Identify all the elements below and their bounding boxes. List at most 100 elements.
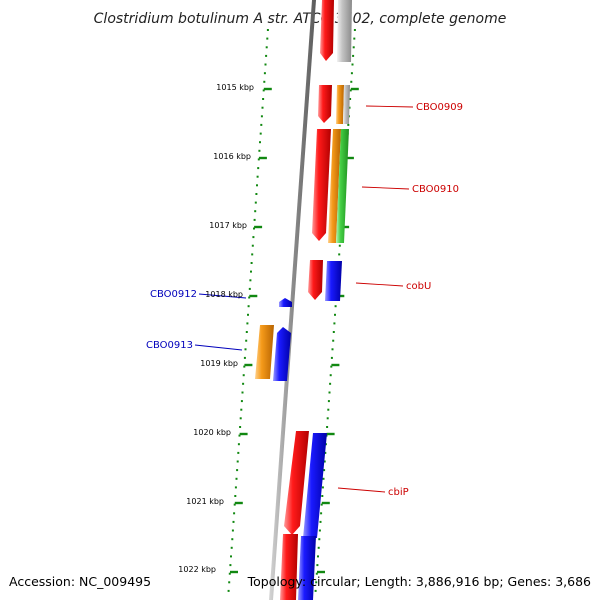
scale-tick — [329, 382, 332, 385]
scale-tick — [236, 460, 239, 463]
scale-tick — [231, 538, 234, 541]
scale-major-tick — [234, 501, 243, 505]
scale-major-tick — [321, 501, 330, 505]
scale-tick — [242, 382, 245, 385]
gene-label-cbo0909: CBO0909 — [416, 102, 463, 113]
scale-tick — [260, 115, 263, 118]
scale-label: 1022 kbp — [178, 565, 216, 574]
scale-tick — [250, 270, 252, 273]
scale-tick — [326, 417, 329, 420]
scale-tick — [230, 555, 232, 558]
cds-forward — [308, 260, 323, 300]
cds-forward — [328, 129, 341, 243]
scale-tick — [252, 236, 255, 239]
cds-reverse — [279, 298, 292, 307]
gene-labels: CBO0909 CBO0910 cobU cbiP CBO0912 CBO091… — [146, 102, 463, 498]
cds-forward — [343, 85, 350, 124]
scale-tick — [254, 201, 257, 204]
scale-tick — [334, 305, 337, 308]
scale-tick — [321, 486, 324, 489]
scale-tick — [231, 529, 234, 532]
scale-label: 1015 kbp — [216, 83, 254, 92]
tick-rails — [227, 29, 359, 592]
scale-tick — [230, 546, 233, 549]
scale-tick — [318, 529, 321, 532]
scale-tick — [351, 63, 354, 66]
scale-tick — [239, 417, 242, 420]
scale-tick — [228, 581, 231, 584]
scale-major-tick — [345, 156, 354, 160]
scale-tick — [255, 193, 258, 195]
scale-tick — [329, 374, 332, 377]
accession-text: Accession: NC_009495 — [9, 574, 151, 589]
scale-tick — [245, 339, 248, 342]
reverse-strand-features — [255, 298, 292, 381]
scale-label: 1021 kbp — [186, 497, 224, 506]
scale-tick — [261, 106, 264, 109]
scale-tick — [240, 408, 243, 411]
scale-tick — [258, 149, 261, 152]
scale-tick — [330, 365, 333, 368]
scale-tick — [237, 451, 240, 454]
scale-labels: 1015 kbp 1016 kbp 1017 kbp 1018 kbp 1019… — [178, 83, 254, 574]
gene-label-cobu: cobU — [406, 281, 431, 292]
scale-tick — [260, 123, 263, 126]
scale-tick — [240, 400, 243, 403]
cds-forward — [336, 129, 349, 243]
scale-tick — [328, 391, 331, 394]
scale-label: 1020 kbp — [193, 428, 231, 437]
scale-major-tick — [244, 363, 253, 367]
scale-tick — [317, 546, 320, 549]
gene-label-cbo0913: CBO0913 — [146, 340, 193, 351]
cds-forward — [325, 261, 342, 301]
scale-major-tick — [249, 294, 258, 298]
scale-tick — [322, 477, 325, 480]
scale-tick — [234, 495, 237, 497]
scale-tick — [333, 322, 336, 325]
scale-tick — [262, 89, 265, 92]
scale-tick — [236, 469, 239, 472]
scale-label: 1019 kbp — [200, 359, 238, 368]
scale-tick — [265, 54, 268, 57]
scale-tick — [334, 313, 336, 316]
scale-label: 1016 kbp — [213, 152, 251, 161]
scale-tick — [265, 46, 268, 49]
scale-major-tick — [336, 294, 345, 298]
cds-forward — [280, 534, 298, 600]
gene-label-cbip: cbiP — [388, 487, 409, 498]
scale-tick — [239, 426, 242, 428]
scale-tick — [263, 72, 266, 75]
cds-forward — [284, 431, 309, 535]
scale-tick — [338, 253, 341, 256]
gene-leader-lines — [194, 105, 414, 493]
scale-major-tick — [239, 432, 248, 436]
scale-tick — [249, 279, 252, 282]
cds-forward — [337, 0, 352, 62]
cds-forward — [336, 85, 344, 124]
scale-tick — [235, 477, 238, 480]
cds-forward — [303, 433, 327, 538]
scale-tick — [327, 400, 330, 403]
scale-tick — [332, 339, 335, 342]
topology-text: Topology: circular; Length: 3,886,916 bp… — [247, 574, 591, 589]
scale-tick — [323, 469, 326, 472]
scale-tick — [232, 520, 235, 523]
scale-tick — [228, 572, 231, 575]
scale-tick — [262, 98, 265, 100]
genome-backbone — [269, 0, 316, 600]
scale-tick — [324, 451, 327, 454]
scale-major-tick — [230, 570, 238, 574]
scale-tick — [245, 331, 248, 333]
gene-label-cbo0910: CBO0910 — [412, 184, 459, 195]
scale-tick — [256, 184, 258, 187]
scale-tick — [332, 331, 335, 333]
scale-tick — [349, 98, 352, 100]
gene-label-cbo0912: CBO0912 — [150, 289, 197, 300]
scale-tick — [315, 572, 318, 575]
scale-tick — [352, 46, 355, 49]
scale-tick — [241, 391, 244, 394]
scale-tick — [247, 313, 249, 316]
scale-tick — [238, 434, 241, 437]
scale-tick — [227, 589, 230, 592]
